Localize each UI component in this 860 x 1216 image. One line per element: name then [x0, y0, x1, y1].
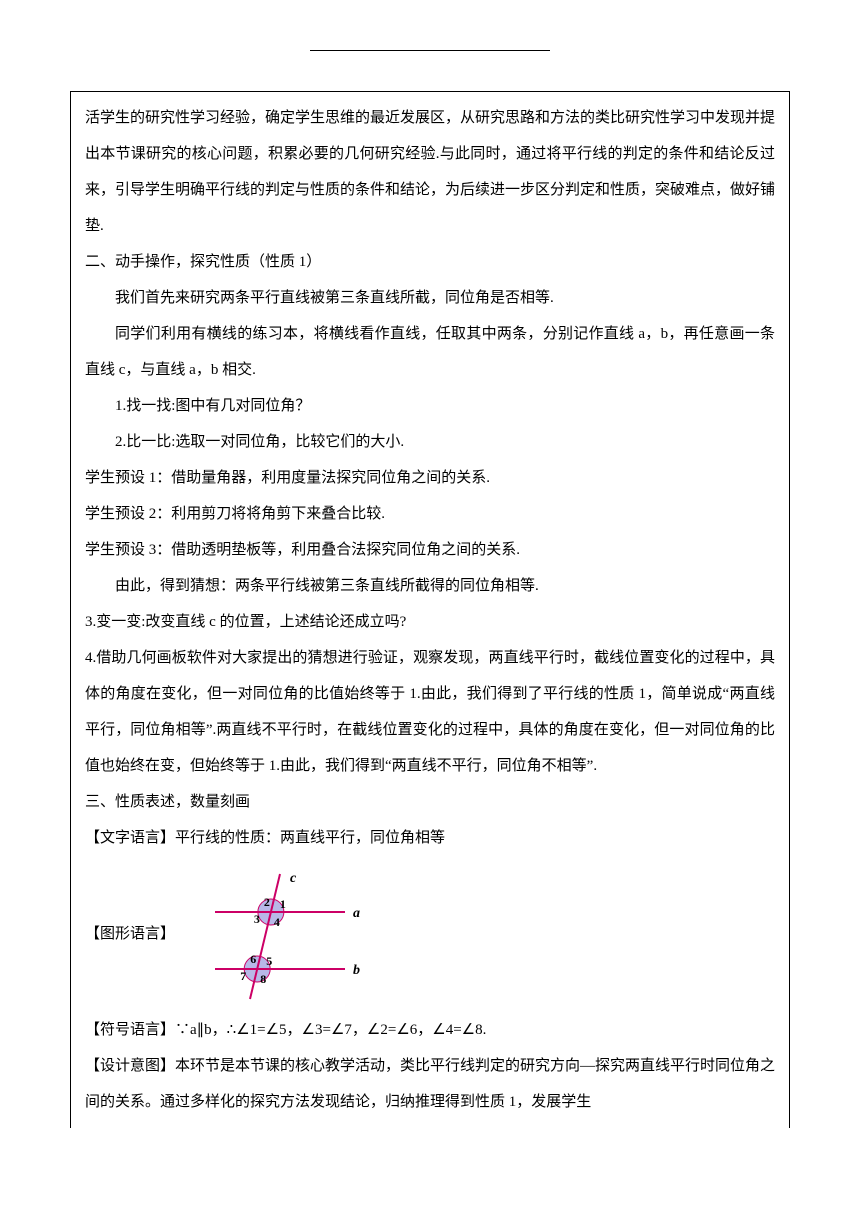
para-design-intent: 【设计意图】本环节是本节课的核心教学活动，类比平行线判定的研究方向—探究两直线平…: [85, 1048, 775, 1120]
heading-section-2: 二、动手操作，探究性质（性质 1）: [85, 244, 775, 280]
header-rule: [310, 50, 550, 51]
para-intro: 活学生的研究性学习经验，确定学生思维的最近发展区，从研究思路和方法的类比研究性学…: [85, 100, 775, 244]
svg-text:c: c: [290, 871, 297, 886]
symbol-language: 【符号语言】∵a∥b，∴∠1=∠5，∠3=∠7，∠2=∠6，∠4=∠8.: [85, 1012, 775, 1048]
para-research: 我们首先来研究两条平行直线被第三条直线所截，同位角是否相等.: [85, 280, 775, 316]
content-box: 活学生的研究性学习经验，确定学生思维的最近发展区，从研究思路和方法的类比研究性学…: [70, 91, 790, 1128]
svg-text:2: 2: [264, 895, 270, 909]
question-1: 1.找一找:图中有几对同位角？: [85, 388, 775, 424]
question-2: 2.比一比:选取一对同位角，比较它们的大小.: [85, 424, 775, 460]
svg-text:3: 3: [254, 912, 260, 926]
para-change: 3.变一变:改变直线 c 的位置，上述结论还成立吗?: [85, 604, 775, 640]
svg-text:4: 4: [274, 915, 280, 929]
para-conjecture: 由此，得到猜想：两条平行线被第三条直线所截得的同位角相等.: [85, 568, 775, 604]
para-instruction: 同学们利用有横线的练习本，将横线看作直线，任取其中两条，分别记作直线 a，b，再…: [85, 316, 775, 388]
svg-text:1: 1: [280, 897, 286, 911]
text-language: 【文字语言】平行线的性质：两直线平行，同位角相等: [85, 820, 775, 856]
preset-2: 学生预设 2：利用剪刀将将角剪下来叠合比较.: [85, 496, 775, 532]
svg-text:b: b: [353, 963, 360, 978]
preset-1: 学生预设 1：借助量角器，利用度量法探究同位角之间的关系.: [85, 460, 775, 496]
svg-text:a: a: [353, 906, 360, 921]
parallel-lines-diagram: c a b 1234 5678: [205, 864, 385, 1004]
svg-text:8: 8: [260, 972, 266, 986]
heading-section-3: 三、性质表述，数量刻画: [85, 784, 775, 820]
svg-text:7: 7: [240, 969, 246, 983]
svg-text:6: 6: [250, 952, 256, 966]
preset-3: 学生预设 3：借助透明垫板等，利用叠合法探究同位角之间的关系.: [85, 532, 775, 568]
para-verify: 4.借助几何画板软件对大家提出的猜想进行验证，观察发现，两直线平行时，截线位置变…: [85, 640, 775, 784]
svg-text:5: 5: [266, 954, 272, 968]
figure-language-label: 【图形语言】: [85, 916, 175, 952]
